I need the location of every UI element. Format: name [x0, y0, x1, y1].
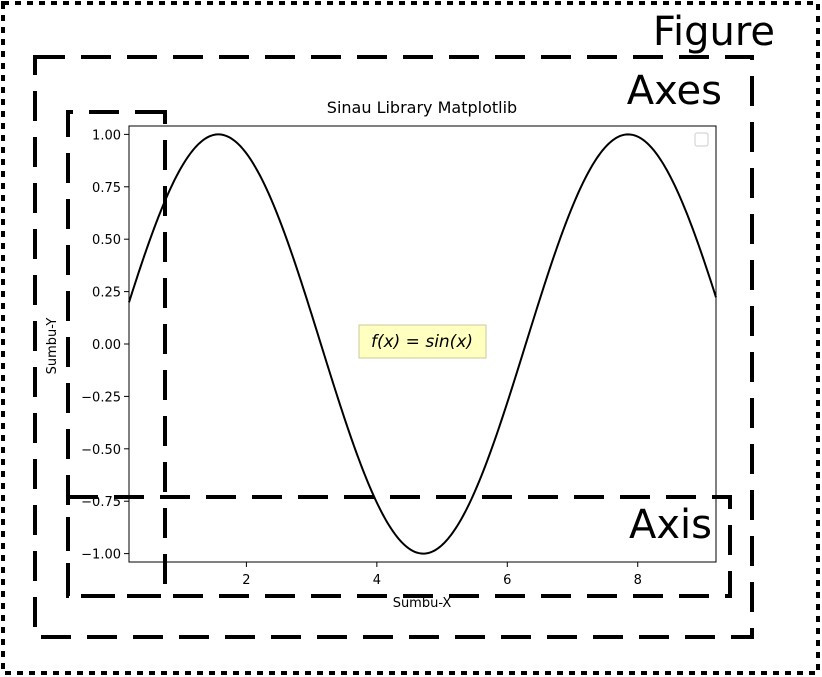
y-axis-label: Sumbu-Y: [45, 318, 60, 375]
x-tick-label: 8: [634, 573, 642, 588]
legend-box: [694, 132, 709, 147]
y-tick-label: −0.25: [81, 390, 121, 405]
x-tick-label: 2: [242, 573, 250, 588]
annotation-box: [358, 324, 487, 359]
x-axis-boundary: [66, 495, 732, 598]
x-axis: 2 4 6 8: [242, 562, 642, 588]
annotation-text: f(x) = sin(x): [371, 332, 473, 352]
y-tick-label: −1.00: [81, 548, 121, 563]
y-axis-boundary: [66, 110, 167, 598]
y-tick-label: 0.25: [92, 286, 121, 301]
series-line-sin: [128, 133, 717, 555]
y-tick-label: 0.50: [92, 233, 121, 248]
y-tick-label: 1.00: [92, 128, 121, 143]
axis-label: Axis: [629, 502, 712, 548]
y-tick-label: −0.50: [81, 443, 121, 458]
x-tick-label: 4: [373, 573, 381, 588]
y-tick-label: 0.00: [92, 338, 121, 353]
chart-title: Sinau Library Matplotlib: [327, 98, 517, 117]
x-axis-label: Sumbu-X: [393, 596, 452, 611]
y-axis: 1.000.750.500.250.00−0.25−0.50−0.75−1.00: [81, 128, 129, 563]
y-tick-label: 0.75: [92, 181, 121, 196]
x-tick-label: 6: [503, 573, 511, 588]
axes-label: Axes: [627, 68, 722, 114]
axes-boundary: [33, 55, 754, 639]
figure-label: Figure: [653, 9, 775, 55]
